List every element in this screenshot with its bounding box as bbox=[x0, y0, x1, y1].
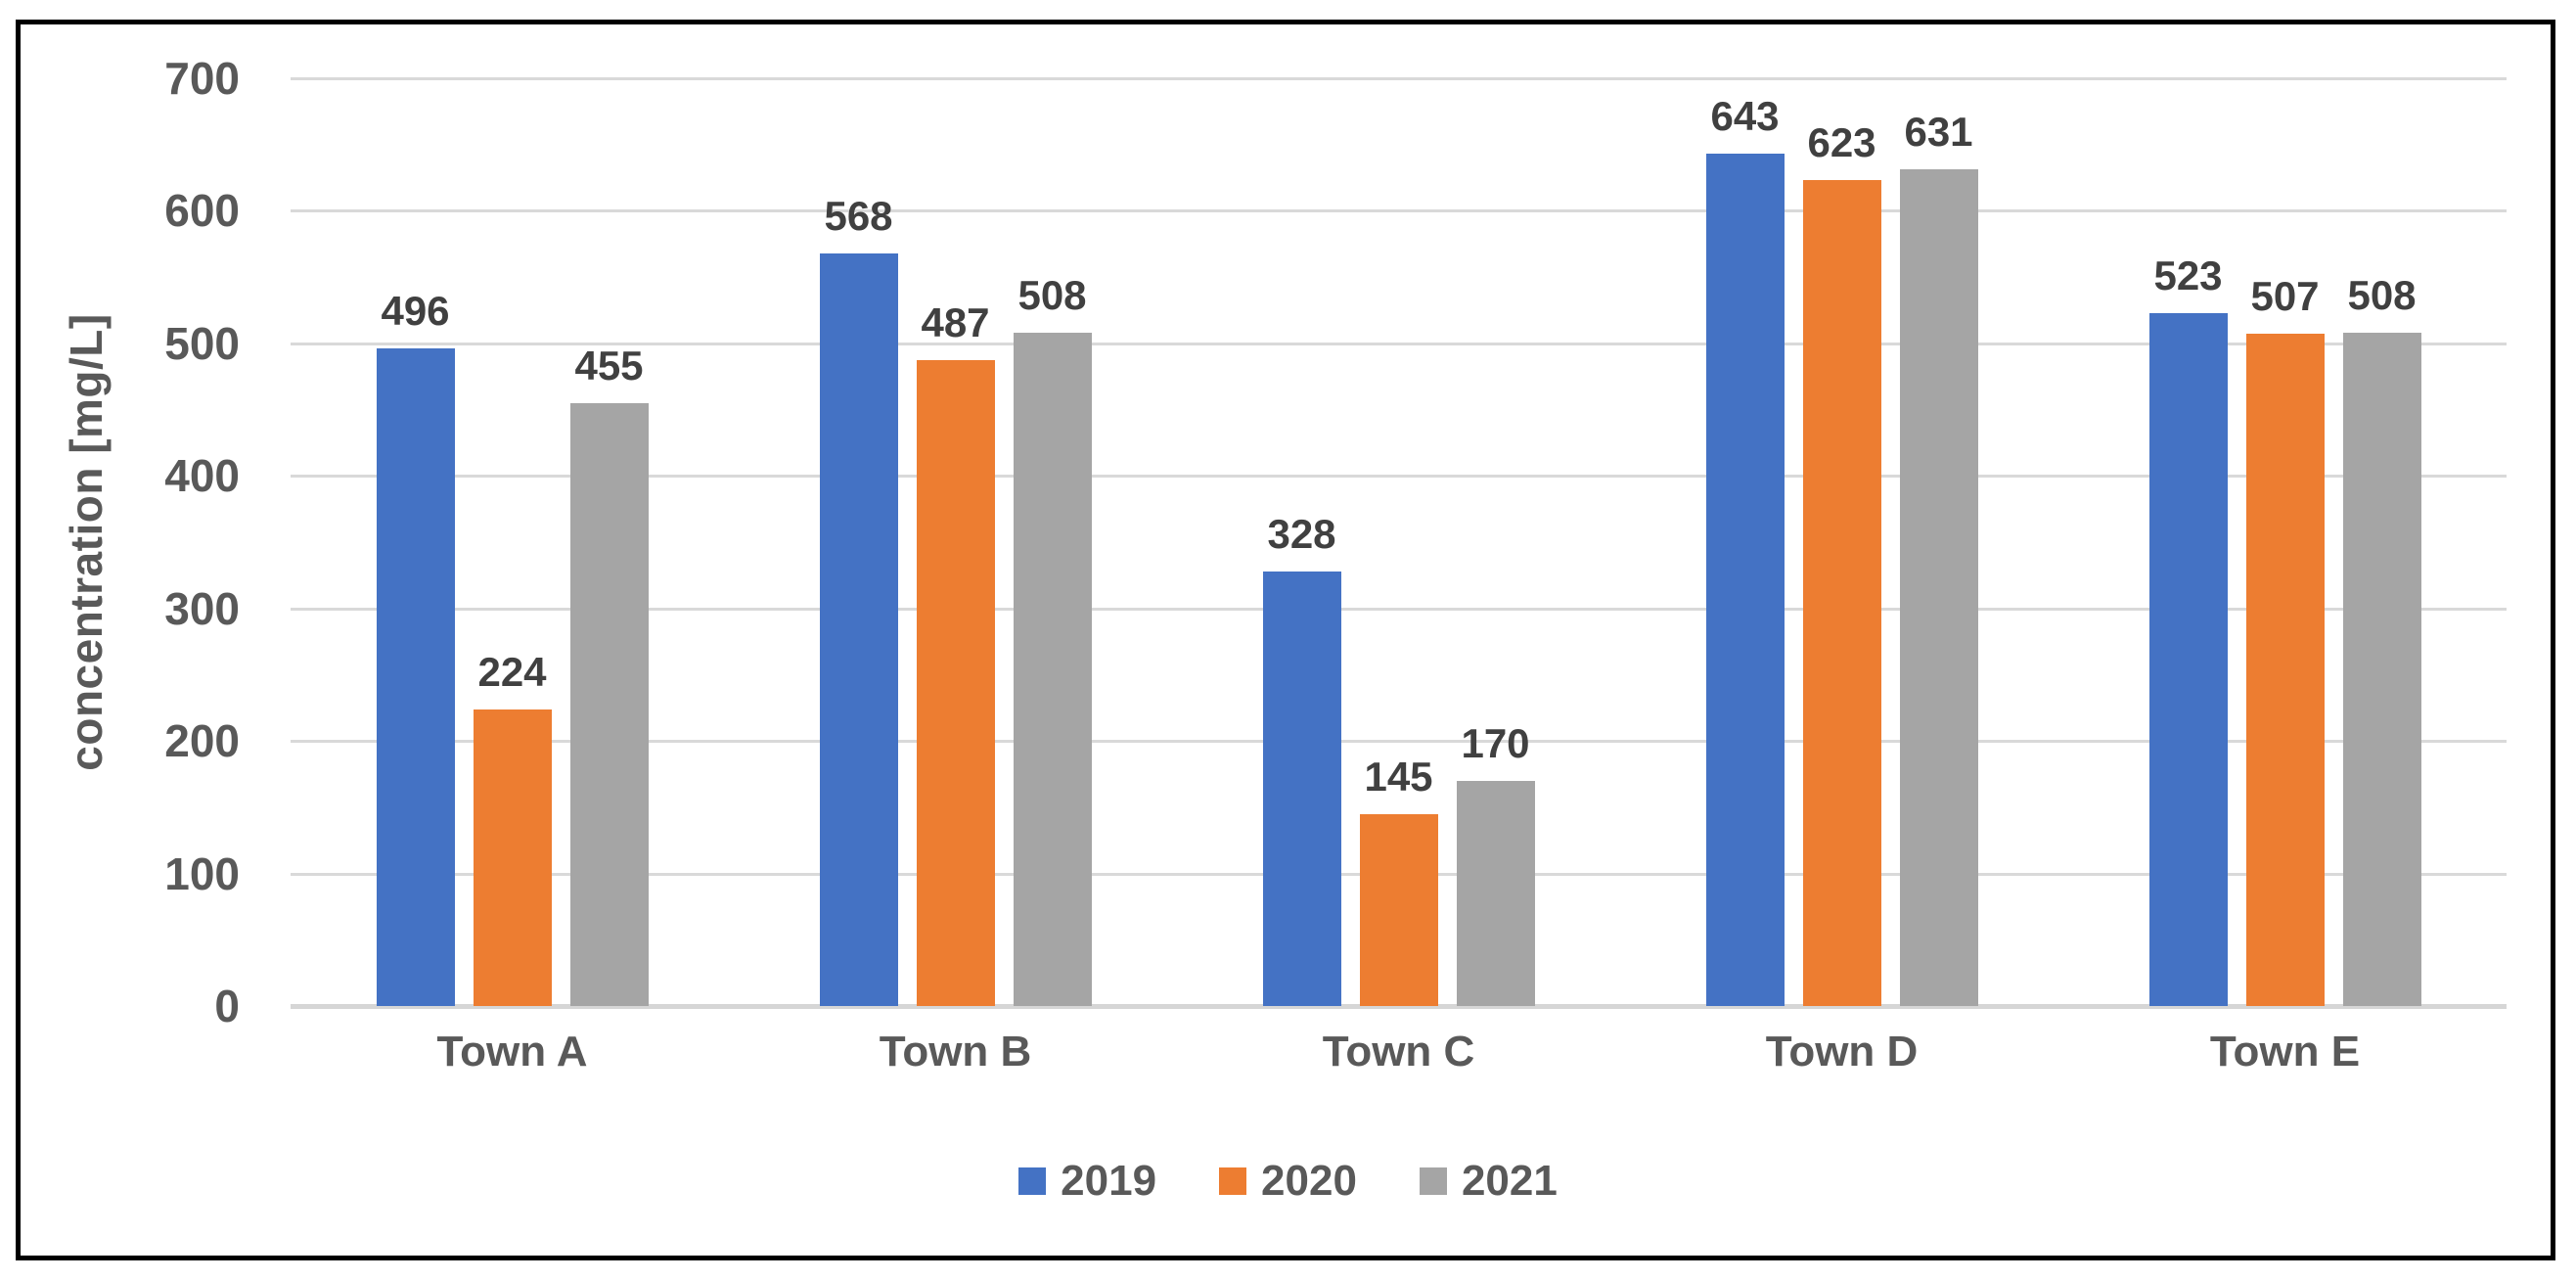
bar-2020-town-c bbox=[1359, 813, 1438, 1006]
legend-entry-2020: 2020 bbox=[1219, 1157, 1357, 1206]
bar-wrap: 508 bbox=[1013, 272, 1092, 1006]
y-tick-label: 400 bbox=[164, 450, 240, 502]
x-axis-label: Town B bbox=[879, 1028, 1032, 1075]
x-axis-label: Town D bbox=[1765, 1028, 1919, 1075]
bar-2019-town-c bbox=[1262, 571, 1341, 1006]
legend-entry-2021: 2021 bbox=[1419, 1157, 1558, 1206]
bar-2020-town-d bbox=[1802, 180, 1881, 1006]
bar-2021-town-d bbox=[1899, 169, 1978, 1006]
legend-entry-2019: 2019 bbox=[1018, 1157, 1156, 1206]
bar-wrap: 631 bbox=[1899, 109, 1978, 1006]
data-label: 508 bbox=[1017, 272, 1087, 319]
y-tick-label: 100 bbox=[164, 847, 240, 899]
data-label: 643 bbox=[1710, 93, 1780, 140]
bar-wrap: 643 bbox=[1705, 93, 1785, 1006]
bar-group-town-d: 643 623 631 bbox=[1620, 78, 2063, 1006]
data-label: 631 bbox=[1904, 109, 1973, 156]
bar-wrap: 145 bbox=[1359, 754, 1438, 1006]
y-tick-label: 500 bbox=[164, 317, 240, 369]
data-label: 328 bbox=[1267, 510, 1336, 557]
bar-wrap: 170 bbox=[1456, 720, 1535, 1006]
bar-wrap: 496 bbox=[376, 288, 455, 1006]
data-label: 568 bbox=[824, 192, 893, 239]
y-axis-title: concentration [mg/L] bbox=[61, 313, 112, 771]
legend-swatch-icon bbox=[1419, 1167, 1447, 1195]
bar-group-town-c: 328 145 170 bbox=[1177, 78, 1620, 1006]
data-label: 623 bbox=[1807, 119, 1876, 166]
bar-2019-town-b bbox=[819, 252, 898, 1006]
bar-2020-town-b bbox=[916, 360, 995, 1006]
data-label: 523 bbox=[2153, 252, 2223, 298]
legend-label: 2019 bbox=[1061, 1157, 1157, 1205]
bar-wrap: 224 bbox=[473, 649, 552, 1006]
data-label: 508 bbox=[2347, 272, 2417, 319]
y-tick-label: 300 bbox=[164, 582, 240, 634]
gridline bbox=[291, 77, 2507, 80]
bar-2019-town-d bbox=[1705, 154, 1785, 1006]
bar-wrap: 623 bbox=[1802, 119, 1881, 1006]
bar-2021-town-c bbox=[1456, 780, 1535, 1006]
x-axis-labels: Town A Town B Town C Town D Town E bbox=[291, 1028, 2507, 1076]
data-label: 487 bbox=[921, 299, 990, 346]
bar-group-town-a: 496 224 455 bbox=[291, 78, 734, 1006]
bar-wrap: 568 bbox=[819, 193, 898, 1006]
bar-wrap: 328 bbox=[1262, 511, 1341, 1006]
y-tick-label: 700 bbox=[164, 53, 240, 104]
bar-2021-town-b bbox=[1013, 333, 1092, 1006]
data-label: 496 bbox=[381, 288, 450, 335]
bar-2019-town-e bbox=[2148, 312, 2228, 1006]
x-axis-label: Town A bbox=[436, 1028, 588, 1075]
gridline bbox=[291, 475, 2507, 479]
legend-swatch-icon bbox=[1018, 1167, 1047, 1195]
bar-group-town-e: 523 507 508 bbox=[2063, 78, 2507, 1006]
x-axis-label: Town E bbox=[2209, 1028, 2361, 1075]
bar-2020-town-a bbox=[473, 709, 552, 1006]
data-label: 455 bbox=[574, 342, 644, 389]
bar-2020-town-e bbox=[2245, 334, 2325, 1006]
x-axis-line bbox=[291, 1004, 2507, 1009]
gridline bbox=[291, 209, 2507, 213]
bar-wrap: 508 bbox=[2342, 272, 2421, 1006]
y-tick-label: 0 bbox=[214, 981, 240, 1031]
bar-wrap: 507 bbox=[2245, 273, 2325, 1006]
legend-swatch-icon bbox=[1219, 1167, 1247, 1195]
x-axis-label: Town C bbox=[1322, 1028, 1475, 1075]
legend-label: 2020 bbox=[1261, 1157, 1357, 1205]
chart-border bbox=[16, 20, 2555, 1260]
gridline bbox=[291, 342, 2507, 345]
bar-2021-town-e bbox=[2342, 333, 2421, 1006]
plot-area: 496 224 455 568 487 508 328 145 170 643 623 631 523 5… bbox=[291, 78, 2507, 1006]
bar-wrap: 487 bbox=[916, 299, 995, 1006]
bar-2019-town-a bbox=[376, 348, 455, 1006]
y-tick-label: 600 bbox=[164, 185, 240, 237]
data-label: 145 bbox=[1364, 753, 1433, 800]
y-tick-label: 200 bbox=[164, 715, 240, 767]
bar-2021-town-a bbox=[569, 402, 649, 1006]
legend: 2019 2020 2021 bbox=[0, 1157, 2576, 1206]
gridline bbox=[291, 607, 2507, 611]
bar-groups: 496 224 455 568 487 508 328 145 170 643 623 631 523 5… bbox=[291, 78, 2507, 1006]
gridline bbox=[291, 740, 2507, 744]
data-label: 170 bbox=[1461, 719, 1530, 766]
bar-wrap: 523 bbox=[2148, 252, 2228, 1006]
bar-wrap: 455 bbox=[569, 343, 649, 1006]
data-label: 224 bbox=[477, 648, 547, 695]
data-label: 507 bbox=[2250, 273, 2320, 320]
bar-group-town-b: 568 487 508 bbox=[734, 78, 1177, 1006]
legend-label: 2021 bbox=[1461, 1157, 1558, 1205]
